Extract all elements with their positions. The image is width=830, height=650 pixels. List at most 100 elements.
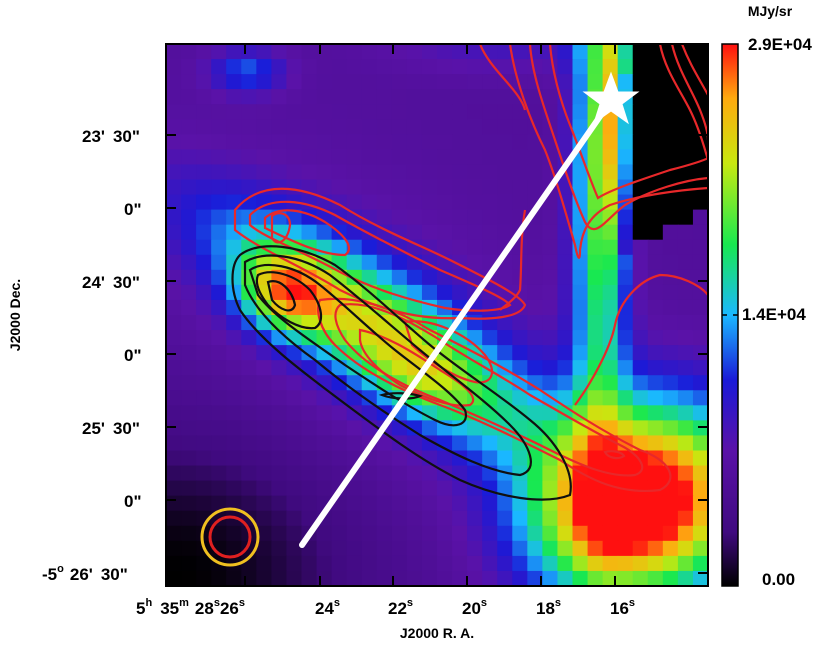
map-pixel	[617, 315, 634, 331]
map-pixel	[512, 44, 528, 60]
map-pixel	[166, 375, 182, 391]
map-pixel	[587, 299, 604, 316]
ra-label-1: 5h 35m 28s26s	[136, 597, 245, 618]
map-pixel	[211, 315, 227, 331]
map-pixel	[346, 390, 363, 406]
map-pixel	[346, 74, 363, 90]
map-pixel	[632, 315, 649, 331]
map-pixel	[452, 420, 468, 437]
map-pixel	[391, 194, 408, 211]
map-pixel	[181, 450, 197, 467]
map-pixel	[647, 119, 664, 135]
map-pixel	[677, 375, 694, 391]
map-pixel	[497, 510, 513, 527]
map-pixel	[421, 420, 438, 437]
map-pixel	[286, 164, 303, 181]
map-pixel	[587, 254, 604, 271]
map-pixel	[602, 239, 619, 256]
map-pixel	[512, 495, 528, 512]
map-pixel	[482, 179, 498, 196]
map-pixel	[181, 555, 197, 572]
map-pixel	[211, 74, 227, 90]
map-pixel	[677, 119, 694, 135]
map-pixel	[376, 89, 393, 105]
map-pixel	[647, 104, 664, 120]
map-pixel	[181, 570, 197, 586]
map-pixel	[316, 104, 333, 120]
map-pixel	[617, 510, 634, 527]
map-pixel	[361, 510, 378, 527]
map-pixel	[406, 179, 423, 196]
map-pixel	[166, 284, 182, 301]
map-pixel	[467, 435, 483, 452]
map-pixel	[421, 525, 438, 542]
map-pixel	[512, 119, 528, 135]
map-pixel	[346, 510, 363, 527]
map-pixel	[211, 119, 227, 135]
map-pixel	[376, 119, 393, 135]
map-pixel	[241, 299, 257, 316]
map-pixel	[632, 450, 649, 467]
map-pixel	[482, 450, 498, 467]
map-pixel	[301, 405, 318, 421]
red-contours	[233, 44, 708, 492]
map-pixel	[316, 390, 333, 406]
map-pixel	[331, 134, 348, 150]
colorbar-min-label: 0.00	[762, 570, 795, 589]
map-pixel	[271, 510, 288, 527]
map-pixel	[497, 390, 513, 406]
map-pixel	[241, 224, 257, 241]
map-pixel	[271, 480, 288, 497]
map-pixel	[421, 149, 438, 166]
map-pixel	[482, 525, 498, 542]
map-pixel	[467, 450, 483, 467]
map-pixel	[301, 299, 318, 316]
map-pixel	[391, 269, 408, 286]
map-pixel	[181, 74, 197, 90]
map-pixel	[662, 570, 679, 586]
map-pixel	[166, 134, 182, 150]
map-pixel	[542, 570, 559, 586]
map-pixel	[406, 89, 423, 105]
map-pixel	[391, 179, 408, 196]
map-pixel	[346, 179, 363, 196]
map-pixel	[316, 284, 333, 301]
map-pixel	[211, 224, 227, 241]
map-pixel	[647, 390, 664, 406]
map-pixel	[241, 390, 257, 406]
map-pixel	[346, 209, 363, 226]
map-pixel	[602, 495, 619, 512]
map-pixel	[497, 450, 513, 467]
map-pixel	[497, 495, 513, 512]
map-pixel	[602, 435, 619, 452]
map-pixel	[437, 495, 453, 512]
map-pixel	[677, 480, 694, 497]
map-pixel	[482, 194, 498, 211]
map-pixel	[181, 239, 197, 256]
map-pixel	[196, 149, 212, 166]
map-pixel	[662, 299, 679, 316]
map-pixel	[211, 330, 227, 346]
map-pixel	[211, 209, 227, 226]
map-pixel	[437, 44, 453, 60]
map-pixel	[572, 405, 589, 421]
map-pixel	[181, 540, 197, 557]
map-pixel	[286, 74, 303, 90]
map-pixel	[406, 540, 423, 557]
map-pixel	[421, 465, 438, 482]
map-pixel	[452, 59, 468, 75]
map-pixel	[316, 59, 333, 75]
map-pixel	[181, 269, 197, 286]
map-pixel	[617, 119, 634, 135]
map-pixel	[647, 345, 664, 361]
map-pixel	[647, 420, 664, 437]
map-pixel	[467, 74, 483, 90]
map-pixel	[406, 209, 423, 226]
map-pixel	[662, 345, 679, 361]
map-pixel	[241, 134, 257, 150]
map-pixel	[286, 284, 303, 301]
map-pixel	[181, 194, 197, 211]
map-pixel	[211, 570, 227, 586]
ra-label-6: 16s	[610, 597, 635, 618]
map-pixel	[421, 104, 438, 120]
